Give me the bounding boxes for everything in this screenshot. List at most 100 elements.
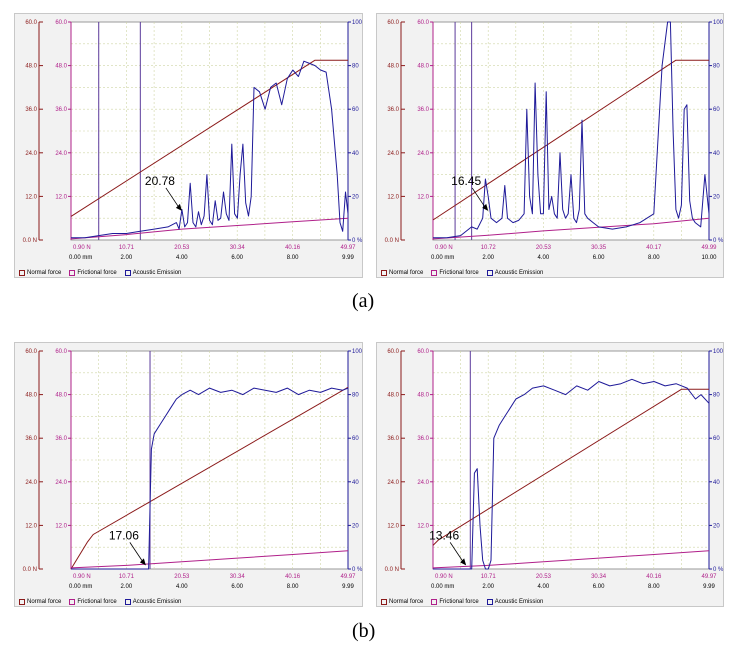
y-tick-label-left: 0.0 N (385, 238, 399, 244)
x-tick-label-force: 20.53 (536, 574, 552, 580)
annotation-label: 16.45 (451, 174, 481, 188)
y-tick-label-right: 80 (352, 64, 359, 70)
series-line-ae (433, 21, 710, 239)
legend-swatch (381, 270, 387, 276)
y-tick-label-right: 60 (352, 436, 359, 442)
y-tick-label-right: 20 (713, 194, 720, 200)
y-tick-label-right: 80 (713, 393, 720, 399)
annotation-arrow (449, 542, 465, 564)
legend-label: Acoustic Emission (132, 599, 182, 605)
legend-item-normal: Normal force (19, 270, 61, 276)
annotation-label: 13.46 (429, 528, 459, 542)
y-tick-label-right: 60 (713, 436, 720, 442)
x-tick-label-distance: 9.99 (703, 584, 715, 590)
legend-label: Acoustic Emission (494, 599, 544, 605)
x-tick-label-distance: 8.00 (648, 584, 660, 590)
x-tick-label-force: 40.17 (646, 245, 662, 251)
y-tick-label-right: 0 % (352, 238, 363, 244)
y-tick-label-left: 60.0 (387, 349, 399, 355)
x-tick-label-distance: 8.00 (648, 255, 660, 261)
legend-item-ae: Acoustic Emission (124, 270, 182, 276)
y-tick-label-right: 100 (713, 20, 724, 26)
x-tick-label-distance: 8.00 (287, 584, 299, 590)
y-tick-label-right: 0 % (713, 238, 724, 244)
x-tick-label-distance: 6.00 (231, 255, 243, 261)
legend-swatch (69, 599, 76, 605)
y-tick-label-inner: 48.0 (417, 393, 429, 399)
legend-label: Acoustic Emission (132, 270, 182, 276)
y-tick-label-inner: 60.0 (55, 20, 67, 26)
y-tick-label-left: 24.0 (25, 480, 37, 486)
annotation-arrowhead (139, 558, 146, 566)
y-tick-label-inner: 36.0 (417, 107, 429, 113)
y-tick-label-right: 20 (713, 523, 720, 529)
x-tick-label-distance: 4.00 (538, 584, 550, 590)
chart-legend: Normal force Frictional force Acoustic E… (19, 270, 181, 276)
y-tick-label-right: 40 (352, 480, 359, 486)
x-tick-label-distance: 2.00 (482, 584, 494, 590)
y-tick-label-inner: 12.0 (55, 194, 67, 200)
y-tick-label-right: 100 (713, 349, 724, 355)
legend-item-normal: Normal force (381, 270, 423, 276)
series-line-normal (432, 59, 709, 221)
y-tick-label-left: 0.0 N (23, 567, 37, 573)
series-line-friction (432, 217, 710, 240)
y-tick-label-right: 100 (352, 349, 363, 355)
caption-a: (a) (352, 290, 375, 312)
caption-b: (b) (352, 620, 376, 642)
legend-swatch (19, 599, 25, 605)
x-tick-label-force: 10.71 (119, 245, 135, 251)
y-tick-label-left: 48.0 (387, 393, 399, 399)
legend-item-normal: Normal force (19, 599, 61, 605)
x-tick-label-force: 10.72 (481, 245, 497, 251)
chart-a-left: 60.0 48.0 36.0 24.0 12.0 0.0 N 60.0 48.0 36.0 24.… (23, 20, 363, 261)
legend-swatch (124, 270, 131, 276)
x-tick-label-force: 0.90 N (73, 574, 91, 580)
legend-swatch (431, 270, 438, 276)
y-tick-label-left: 12.0 (25, 523, 37, 529)
x-tick-label-force: 0.90 N (73, 245, 91, 251)
y-tick-label-inner: 12.0 (55, 523, 67, 529)
y-tick-label-right: 80 (713, 64, 720, 70)
legend-item-friction: Frictional force (69, 599, 117, 605)
y-tick-label-left: 0.0 N (23, 238, 37, 244)
x-tick-label-distance: 8.00 (287, 255, 299, 261)
y-tick-label-right: 60 (713, 107, 720, 113)
legend-item-ae: Acoustic Emission (486, 599, 544, 605)
series-line-friction (432, 550, 710, 569)
y-tick-label-left: 60.0 (387, 20, 399, 26)
y-tick-label-left: 24.0 (387, 480, 399, 486)
series-line-normal (70, 386, 349, 570)
y-tick-label-inner: 24.0 (55, 151, 67, 157)
x-tick-label-distance: 0.00 mm (69, 584, 92, 590)
x-tick-label-force: 30.35 (591, 245, 607, 251)
legend-item-ae: Acoustic Emission (486, 270, 543, 276)
y-tick-label-right: 40 (713, 480, 720, 486)
y-tick-label-inner: 60.0 (417, 20, 429, 26)
x-tick-label-distance: 10.00 (701, 255, 717, 261)
legend-item-friction: Frictional force (431, 599, 479, 605)
y-tick-label-right: 100 (352, 20, 363, 26)
legend-item-friction: Frictional force (431, 270, 479, 276)
legend-label: Normal force (389, 270, 424, 276)
y-tick-label-inner: 12.0 (417, 194, 429, 200)
y-tick-label-right: 0 % (352, 567, 363, 573)
annotation-arrow (165, 187, 181, 210)
x-tick-label-distance: 2.00 (121, 584, 133, 590)
x-tick-label-force: 49.97 (701, 574, 717, 580)
y-tick-label-left: 12.0 (25, 194, 37, 200)
chart-legend: Normal force Frictional force Acoustic E… (381, 270, 543, 276)
series-line-friction (70, 550, 349, 569)
x-tick-label-force: 40.16 (285, 245, 301, 251)
y-tick-label-left: 48.0 (25, 393, 37, 399)
legend-item-friction: Frictional force (69, 270, 117, 276)
chart-panel-b-right: 60.0 48.0 36.0 24.0 12.0 0.0 N 60.0 48.0 36.0 24.… (376, 342, 724, 607)
y-tick-label-inner: 24.0 (55, 480, 67, 486)
y-tick-label-left: 36.0 (25, 436, 37, 442)
y-tick-label-left: 60.0 (25, 20, 37, 26)
y-tick-label-left: 24.0 (25, 151, 37, 157)
annotation-arrowhead (175, 203, 182, 211)
annotation-arrowhead (482, 203, 489, 211)
x-tick-label-distance: 6.00 (593, 255, 605, 261)
legend-label: Frictional force (77, 270, 117, 276)
